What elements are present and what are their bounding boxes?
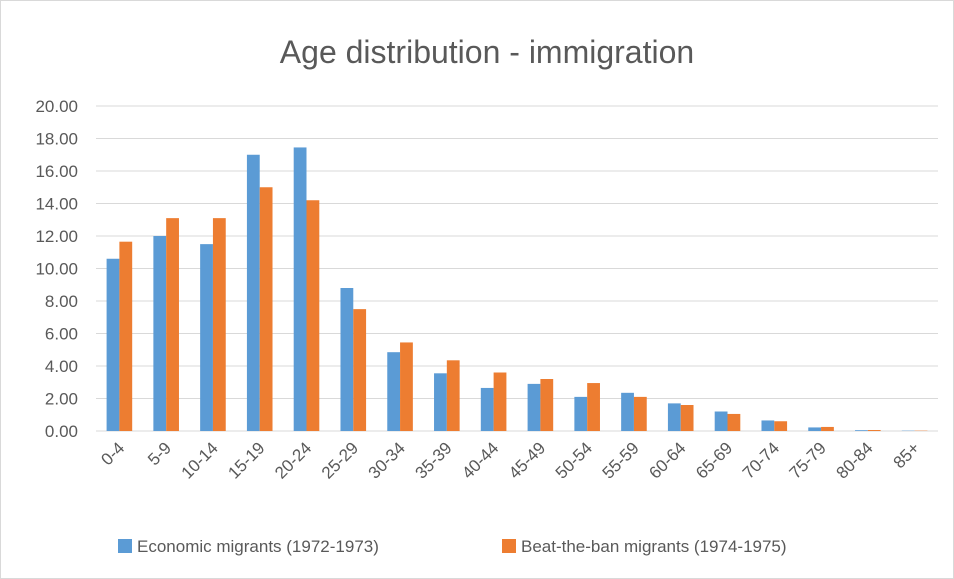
y-tick-label: 4.00 <box>45 357 78 376</box>
bar-beat-the-ban-75-79 <box>821 426 834 431</box>
bar-beat-the-ban-25-29 <box>353 309 367 432</box>
x-tick-label: 30-34 <box>365 438 409 482</box>
x-axis: 0-4 5-9 10-14 15-19 20-24 25-29 30-34 35-39 40-4… <box>97 438 923 482</box>
bar-economic-15-19 <box>246 154 260 431</box>
x-tick-label: 40-44 <box>458 438 502 482</box>
x-tick-label: 15-19 <box>224 438 268 482</box>
legend-swatch-beat-the-ban <box>502 539 516 553</box>
x-tick-label: 70-74 <box>739 438 783 482</box>
bar-beat-the-ban-10-14 <box>212 218 226 432</box>
legend-swatch-economic <box>118 539 132 553</box>
bar-beat-the-ban-35-39 <box>446 360 460 431</box>
y-tick-label: 14.00 <box>35 195 78 214</box>
x-tick-label: 10-14 <box>178 438 222 482</box>
bar-economic-40-44 <box>480 387 494 431</box>
gridlines <box>96 105 938 432</box>
x-tick-label: 50-54 <box>552 438 596 482</box>
bar-economic-25-29 <box>340 288 354 431</box>
bar-beat-the-ban-30-34 <box>400 342 413 431</box>
x-tick-label: 75-79 <box>786 438 830 482</box>
bar-beat-the-ban-20-24 <box>306 200 320 431</box>
x-tick-label: 55-59 <box>599 438 643 482</box>
y-tick-label: 18.00 <box>35 130 78 149</box>
legend: Economic migrants (1972-1973) Beat-the-b… <box>118 537 787 556</box>
y-tick-label: 20.00 <box>35 97 78 116</box>
x-tick-label: 25-29 <box>318 438 362 482</box>
x-tick-label: 45-49 <box>505 438 549 482</box>
y-tick-label: 10.00 <box>35 260 78 279</box>
bar-economic-35-39 <box>434 373 447 431</box>
bar-economic-60-64 <box>667 403 681 432</box>
x-tick-label: 85+ <box>890 438 924 472</box>
bar-economic-50-54 <box>574 396 588 432</box>
bars <box>106 147 928 432</box>
bar-beat-the-ban-55-59 <box>633 396 647 432</box>
bar-economic-5-9 <box>153 236 167 431</box>
bar-beat-the-ban-50-54 <box>587 383 600 431</box>
y-tick-label: 2.00 <box>45 390 78 409</box>
bar-economic-75-79 <box>808 427 822 431</box>
y-tick-label: 8.00 <box>45 292 78 311</box>
x-tick-label: 65-69 <box>692 438 736 482</box>
bar-beat-the-ban-45-49 <box>540 379 554 431</box>
bar-beat-the-ban-0-4 <box>119 241 133 431</box>
bar-beat-the-ban-65-69 <box>727 413 741 431</box>
bar-beat-the-ban-80-84 <box>867 430 881 431</box>
y-tick-label: 6.00 <box>45 325 78 344</box>
y-tick-label: 0.00 <box>45 422 78 441</box>
bar-beat-the-ban-60-64 <box>680 405 694 431</box>
bar-beat-the-ban-40-44 <box>493 372 507 431</box>
bar-beat-the-ban-15-19 <box>259 187 273 431</box>
bar-economic-45-49 <box>527 383 541 432</box>
bar-economic-0-4 <box>106 258 120 431</box>
bar-economic-70-74 <box>761 420 775 431</box>
bar-economic-55-59 <box>621 392 634 431</box>
y-tick-label: 16.00 <box>35 162 78 181</box>
chart-title: Age distribution - immigration <box>280 34 694 70</box>
bar-economic-80-84 <box>855 430 868 431</box>
legend-label-economic: Economic migrants (1972-1973) <box>137 537 379 556</box>
y-axis: 0.00 2.00 4.00 6.00 8.00 10.00 12.00 14.00 16.00… <box>35 97 78 441</box>
bar-economic-20-24 <box>293 147 307 431</box>
legend-label-beat-the-ban: Beat-the-ban migrants (1974-1975) <box>521 537 787 556</box>
x-tick-label: 5-9 <box>144 438 175 469</box>
bar-economic-10-14 <box>200 244 213 431</box>
y-tick-label: 12.00 <box>35 227 78 246</box>
x-tick-label: 80-84 <box>832 438 876 482</box>
bar-economic-30-34 <box>387 352 401 431</box>
bar-economic-65-69 <box>714 411 728 431</box>
x-tick-label: 60-64 <box>645 438 689 482</box>
x-tick-label: 0-4 <box>97 438 128 469</box>
x-tick-label: 35-39 <box>411 438 455 482</box>
bar-beat-the-ban-5-9 <box>166 218 179 432</box>
x-tick-label: 20-24 <box>271 438 315 482</box>
bar-beat-the-ban-70-74 <box>774 421 788 431</box>
